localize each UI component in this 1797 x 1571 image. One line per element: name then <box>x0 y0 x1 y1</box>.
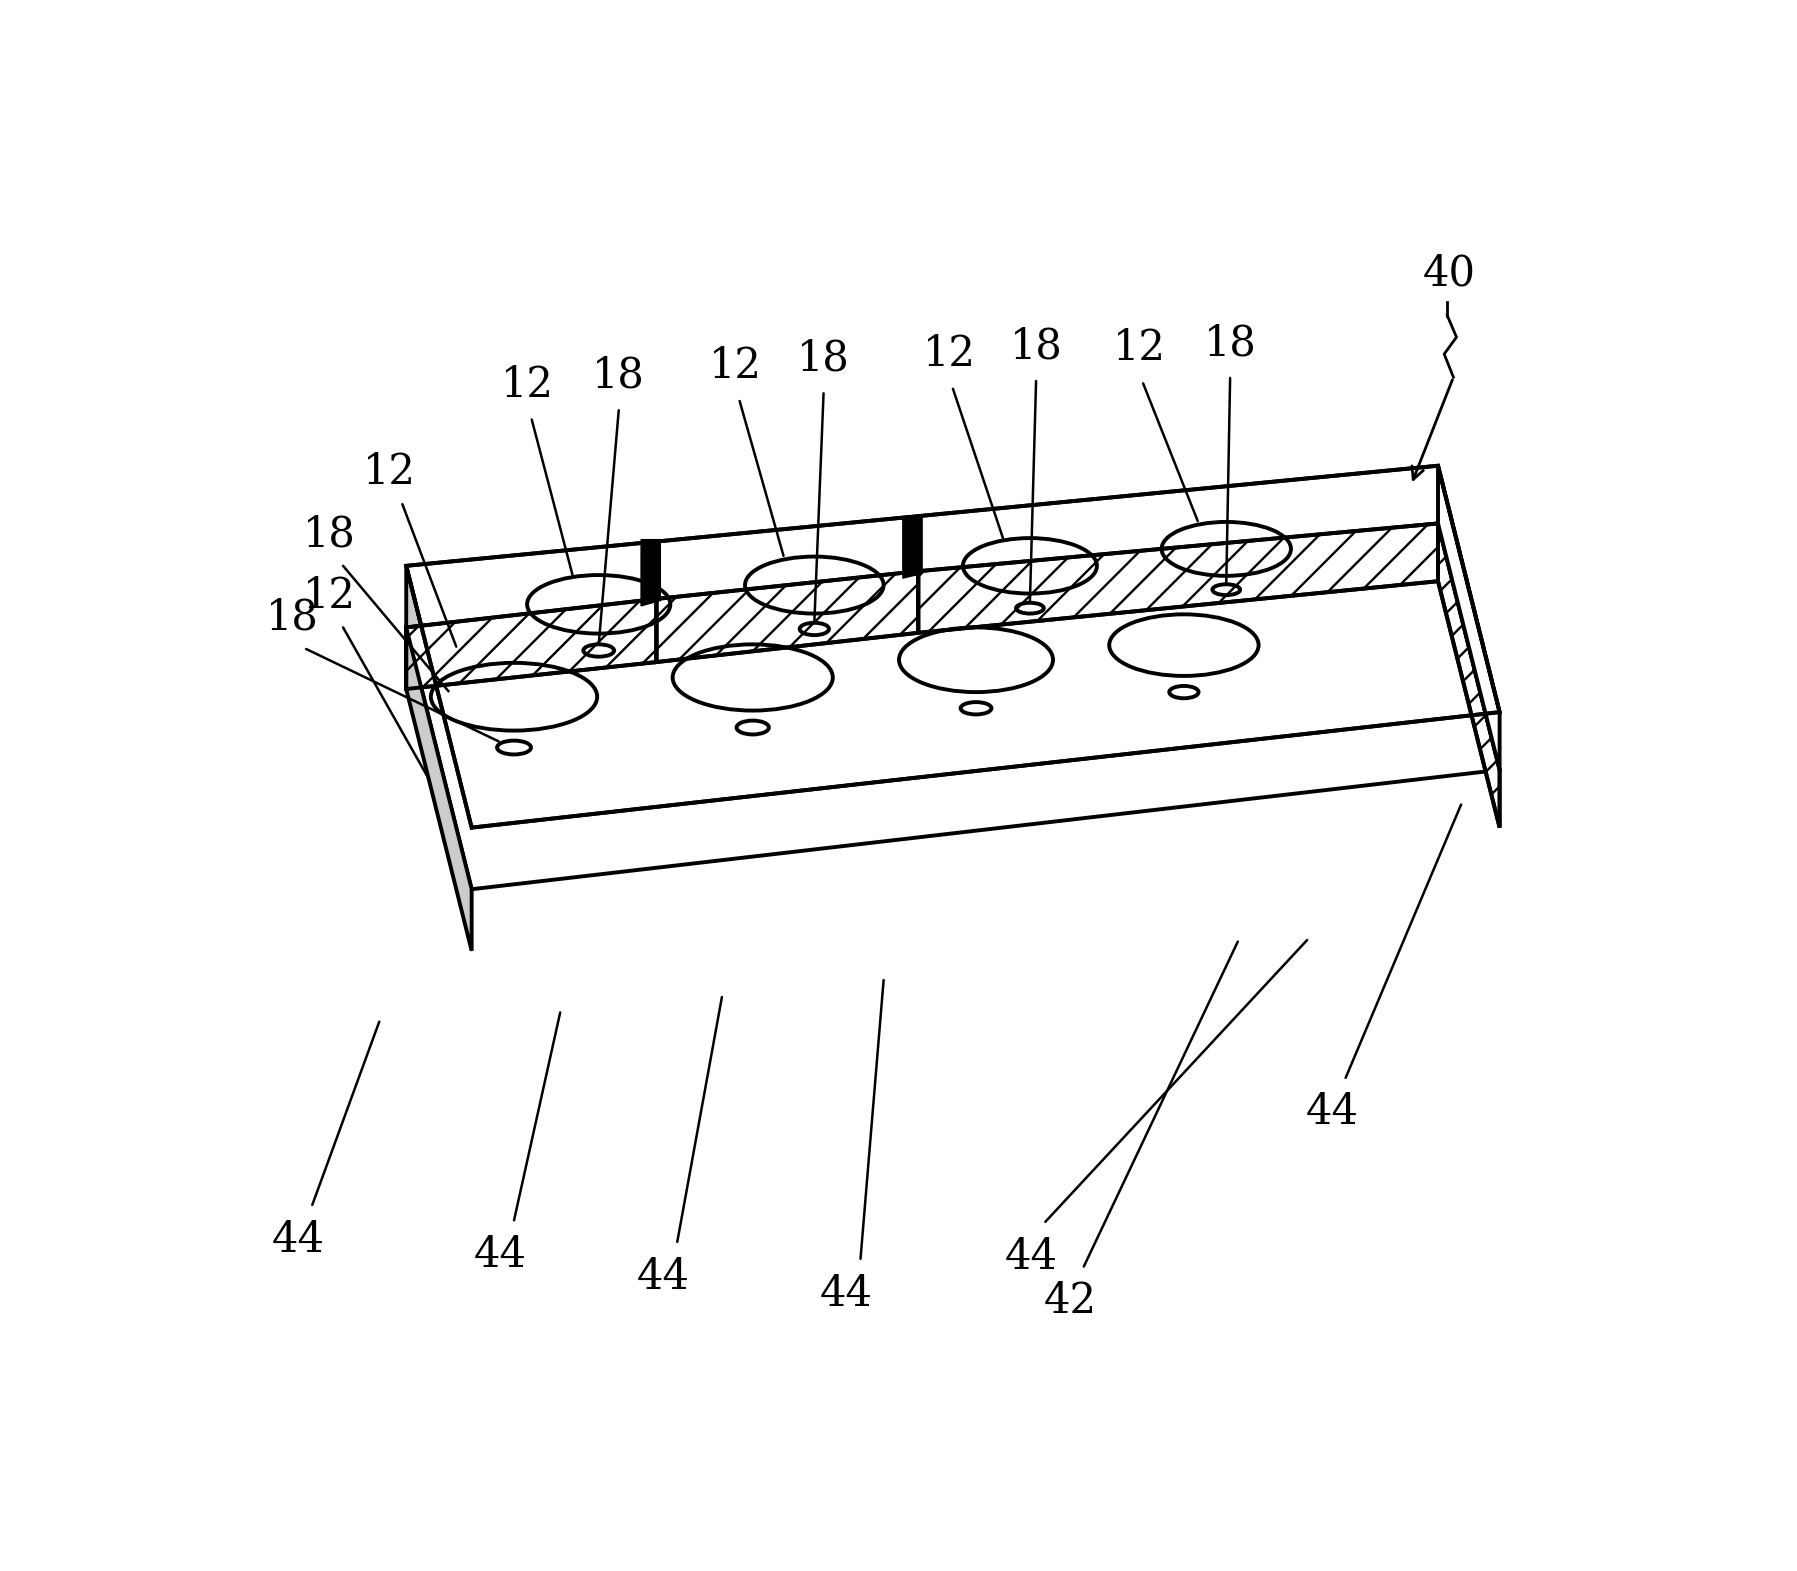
Text: 12: 12 <box>1112 327 1166 369</box>
Text: 18: 18 <box>266 597 318 638</box>
Polygon shape <box>656 572 918 661</box>
Polygon shape <box>406 465 1500 828</box>
Text: 12: 12 <box>710 346 762 386</box>
Polygon shape <box>406 523 1500 889</box>
Polygon shape <box>406 627 471 950</box>
Polygon shape <box>406 566 471 889</box>
Text: 44: 44 <box>271 1219 325 1262</box>
Text: 42: 42 <box>1044 1280 1096 1323</box>
Polygon shape <box>902 517 922 578</box>
Text: 44: 44 <box>1005 1236 1058 1277</box>
Text: 18: 18 <box>304 514 356 555</box>
Polygon shape <box>642 540 659 606</box>
Polygon shape <box>406 599 656 690</box>
Text: 18: 18 <box>798 338 850 380</box>
Text: 12: 12 <box>922 333 976 375</box>
Text: 44: 44 <box>1305 1090 1359 1133</box>
Text: 12: 12 <box>363 451 415 493</box>
Text: 18: 18 <box>1010 325 1062 368</box>
Text: 40: 40 <box>1423 253 1475 295</box>
Polygon shape <box>1438 465 1500 770</box>
Text: 12: 12 <box>501 363 555 405</box>
Text: 44: 44 <box>819 1273 873 1315</box>
Polygon shape <box>918 523 1438 633</box>
Polygon shape <box>1438 523 1500 828</box>
Text: 18: 18 <box>593 355 645 396</box>
Text: 44: 44 <box>474 1235 527 1276</box>
Text: 18: 18 <box>1204 322 1256 364</box>
Text: 44: 44 <box>636 1255 690 1298</box>
Text: 12: 12 <box>302 575 356 617</box>
